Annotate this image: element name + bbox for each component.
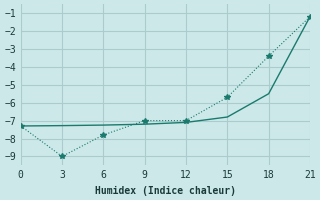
X-axis label: Humidex (Indice chaleur): Humidex (Indice chaleur) <box>95 186 236 196</box>
